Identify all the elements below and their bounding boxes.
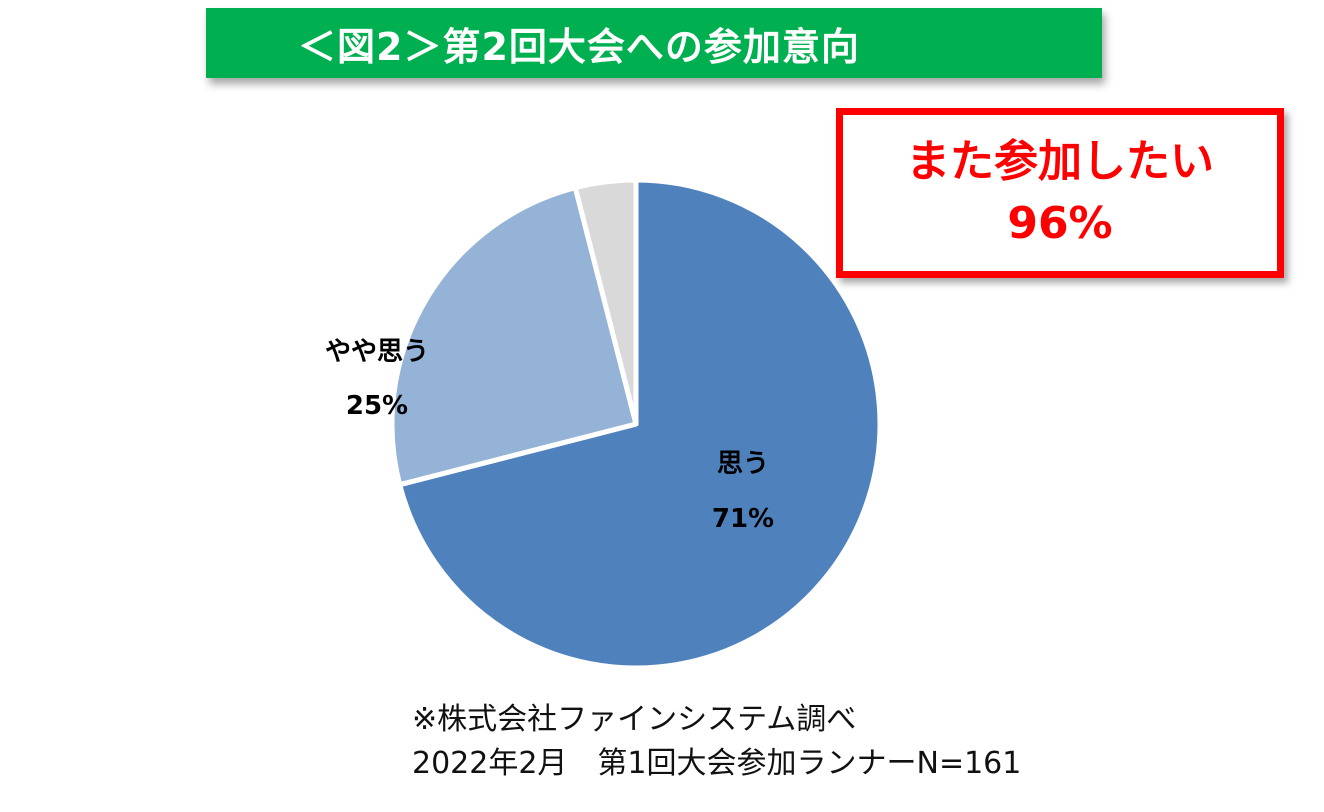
callout-box: また参加したい 96% <box>836 108 1284 278</box>
pie-slice-omou <box>397 177 883 671</box>
slice-value-omou: 71% <box>712 504 774 534</box>
pie-slices <box>389 177 883 671</box>
source-note-line1: ※株式会社ファインシステム調べ <box>412 702 857 737</box>
pie-slice-other <box>572 177 639 427</box>
chart-title: ＜図2＞第2回大会への参加意向 <box>298 24 860 69</box>
slice-label-omou: 思う <box>717 449 769 479</box>
source-note-line2: 2022年2月 第1回大会参加ランナーN=161 <box>412 746 1022 781</box>
source-note: ※株式会社ファインシステム調べ 2022年2月 第1回大会参加ランナーN=161 <box>412 698 1021 786</box>
slice-value-yaya-omou: 25% <box>346 391 408 421</box>
callout-text: また参加したい <box>906 136 1214 187</box>
pie-slice-yaya-omou <box>389 185 639 488</box>
callout-percent: 96% <box>1007 198 1113 249</box>
title-banner: ＜図2＞第2回大会への参加意向 <box>206 8 1102 78</box>
slice-label-yaya-omou: やや思う <box>325 337 429 367</box>
